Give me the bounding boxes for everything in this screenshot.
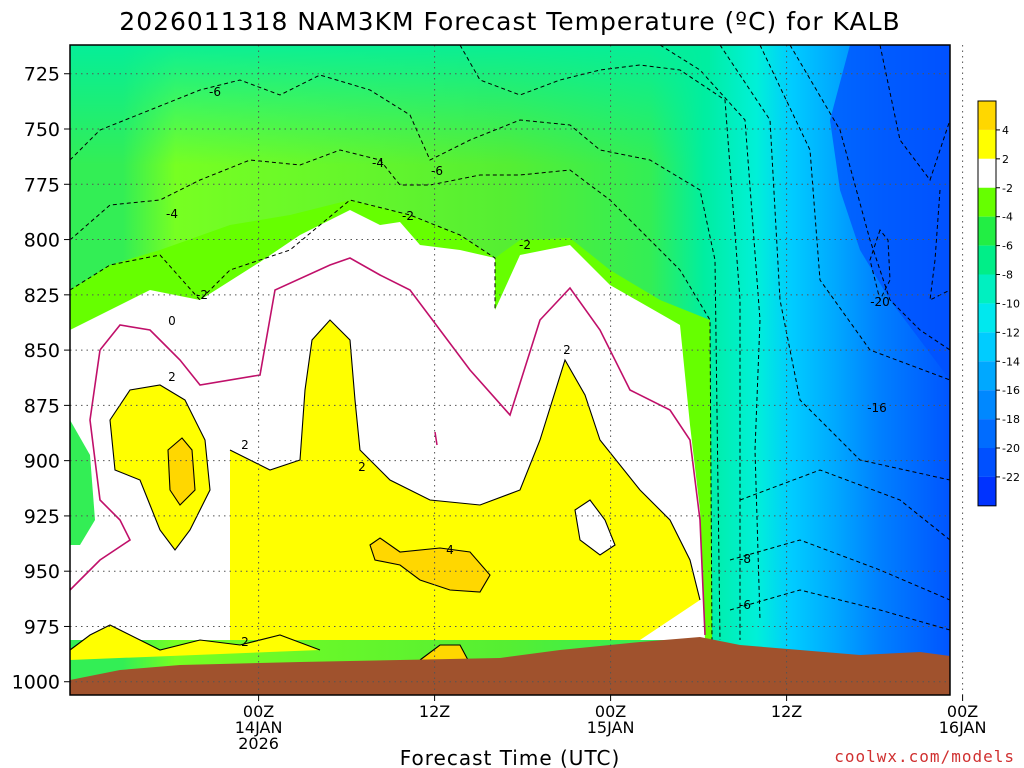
warmest-patch-left <box>168 438 195 505</box>
contour-label: 2 <box>563 343 571 357</box>
y-tick-label: 725 <box>24 64 60 86</box>
y-tick-label: 1000 <box>12 672 60 694</box>
upper-cold-band <box>70 45 710 165</box>
y-axis: 725 750 775 800 825 850 875 900 925 950 975 1000 <box>12 64 70 694</box>
y-tick-label: 925 <box>24 506 60 528</box>
x-tick-label: 00Z <box>947 702 978 721</box>
colorbar-tick-label: 4 <box>1002 124 1009 137</box>
colorbar-tick-label: -4 <box>1002 211 1013 224</box>
colorbar-swatch <box>978 390 996 420</box>
x-tick-label: 14JAN <box>235 718 283 737</box>
y-tick-label: 975 <box>24 616 60 638</box>
x-tick-label: 15JAN <box>587 718 635 737</box>
colorbar-tick-label: -16 <box>1002 384 1020 397</box>
contour-label: -8 <box>739 552 751 566</box>
y-tick-label: 825 <box>24 285 60 307</box>
x-tick-label: 12Z <box>419 702 450 721</box>
plot-area <box>70 45 950 695</box>
warmest-patch-surface <box>420 645 468 660</box>
warm-near-surface <box>70 625 320 660</box>
colorbar-tick-label: -6 <box>1002 240 1013 253</box>
contour-label: 2 <box>168 370 176 384</box>
y-tick-label: 950 <box>24 561 60 583</box>
colorbar-swatch <box>978 129 996 159</box>
colorbar-swatch <box>978 216 996 246</box>
x-tick-label: 00Z <box>243 702 274 721</box>
colorbar-tick-label: -8 <box>1002 269 1013 282</box>
contour-label: 4 <box>446 543 454 557</box>
y-tick-label: 750 <box>24 119 60 141</box>
contour-label: -6 <box>209 85 221 99</box>
colorbar-swatch <box>978 332 996 362</box>
x-tick-label: 12Z <box>771 702 802 721</box>
colorbar: 4 2 -2 -4 -6 -8 -10 -12 -14 -16 -18 -20 -22 <box>977 100 1020 507</box>
colorbar-swatch <box>978 448 996 477</box>
contour-label: 2 <box>241 438 249 452</box>
warm-layer <box>230 320 700 640</box>
colorbar-swatch <box>978 101 996 130</box>
contour-label: -2 <box>402 209 414 223</box>
contour-label: 2 <box>241 635 249 649</box>
colorbar-tick-label: -20 <box>1002 442 1020 455</box>
colorbar-swatch <box>978 158 996 188</box>
contour-label: 0 <box>168 314 176 328</box>
colorbar-swatch <box>978 419 996 449</box>
contour-label: -20 <box>870 295 890 309</box>
colorbar-swatch <box>978 245 996 275</box>
colorbar-tick-label: -10 <box>1002 297 1020 310</box>
freezing-line-tiny <box>434 431 438 446</box>
colorbar-tick-label: -14 <box>1002 355 1020 368</box>
colorbar-swatch <box>978 361 996 391</box>
y-tick-label: 875 <box>24 395 60 417</box>
x-tick-label: 2026 <box>238 734 279 753</box>
warm-patch-left <box>110 385 210 550</box>
plot-frame <box>69 44 951 696</box>
colorbar-tick-label: -12 <box>1002 326 1020 339</box>
contour-label: 2 <box>358 460 366 474</box>
y-tick-label: 800 <box>24 230 60 252</box>
x-tick-label: 16JAN <box>939 718 987 737</box>
contour-label: -2 <box>519 238 531 252</box>
y-tick-label: 900 <box>24 451 60 473</box>
y-tick-label: 850 <box>24 340 60 362</box>
warmest-patch-center <box>370 538 490 592</box>
x-axis-label: Forecast Time (UTC) <box>400 746 621 768</box>
credit-text: coolwx.com/models <box>834 747 1015 766</box>
grid-lines <box>70 45 964 695</box>
chart-title: 2026011318 NAM3KM Forecast Temperature (… <box>119 7 900 36</box>
colorbar-swatch <box>978 303 996 333</box>
positive-isotherms <box>70 319 701 661</box>
contour-label: -4 <box>372 156 384 170</box>
colorbar-tick-label: -22 <box>1002 471 1020 484</box>
colorbar-swatch <box>978 274 996 304</box>
colorbar-swatch <box>978 187 996 217</box>
coldest-region <box>830 45 950 380</box>
ground-terrain <box>70 637 950 695</box>
x-tick-label: 00Z <box>595 702 626 721</box>
contour-label: -6 <box>431 164 443 178</box>
contour-label: -6 <box>739 598 751 612</box>
colorbar-swatch <box>978 476 996 506</box>
colorbar-tick-label: 2 <box>1002 153 1009 166</box>
contour-label: -16 <box>867 401 887 415</box>
y-tick-label: 775 <box>24 174 60 196</box>
cool-pocket <box>575 500 615 555</box>
freezing-line <box>70 257 706 636</box>
colorbar-tick-label: -18 <box>1002 413 1020 426</box>
left-green-sliver <box>70 420 95 545</box>
contour-label: -2 <box>196 288 208 302</box>
contour-label: -4 <box>166 207 178 221</box>
colorbar-tick-label: -2 <box>1002 182 1013 195</box>
